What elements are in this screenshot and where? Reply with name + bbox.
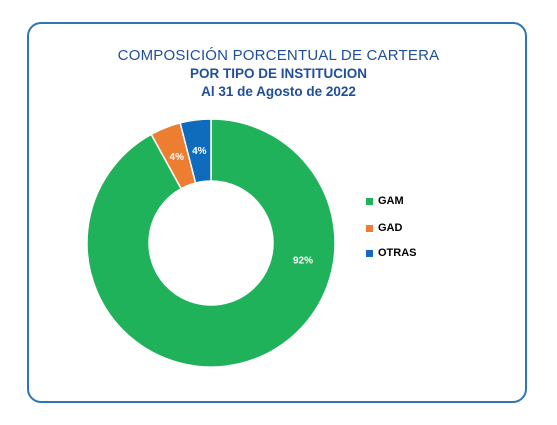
legend-label-gam: GAM [378,195,404,207]
legend-swatch-otras [366,249,373,257]
legend-item-gam: GAM [366,194,404,208]
legend-label-otras: OTRAS [378,247,417,259]
legend-label-gad: GAD [378,222,403,234]
data-label-gam: 92% [293,256,313,267]
chart-date-subtitle: Al 31 de Agosto de 2022 [201,84,356,99]
data-label-otras: 4% [192,146,207,157]
legend-swatch-gad [366,224,373,232]
legend-item-otras: OTRAS [366,246,417,260]
chart-title: COMPOSICIÓN PORCENTUAL DE CARTERA [117,47,440,64]
legend-item-gad: GAD [366,221,402,235]
legend-swatch-gam [366,197,373,205]
slice-gam [86,118,336,368]
chart-subtitle: POR TIPO DE INSTITUCION [189,66,367,81]
slice-otras [179,118,212,184]
data-label-gad: 4% [170,152,185,163]
